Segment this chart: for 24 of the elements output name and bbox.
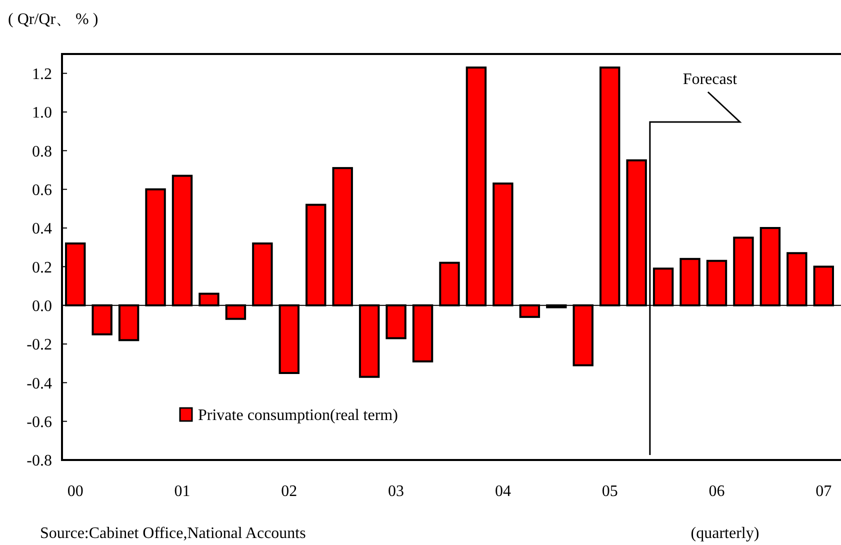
y-tick-label: 0.4 (32, 220, 52, 238)
x-tick-label: 02 (281, 483, 298, 500)
x-tick-label: 03 (388, 483, 404, 500)
annotation: Forecast (682, 71, 738, 88)
x-tick-label: 04 (494, 483, 511, 500)
x-tick-label: 00 (67, 483, 84, 500)
x-tick-label: 07 (816, 483, 832, 500)
y-tick-label: -0.4 (26, 375, 52, 392)
y-tick-label: 0.2 (32, 259, 52, 276)
x-tick-label: 01 (174, 483, 190, 500)
source-note: Source:Cabinet Office,National Accounts (40, 525, 306, 542)
y-tick-label: 0.8 (32, 143, 52, 160)
y-tick-label: 0.6 (32, 182, 52, 199)
y-tick-label: 1.2 (32, 66, 52, 83)
legend-label: Private consumption(real term) (198, 407, 398, 424)
y-tick-label: -0.6 (26, 414, 52, 431)
y-tick-label: 0.0 (32, 298, 52, 315)
x-tick-label: 06 (708, 483, 725, 500)
y-tick-label: -0.2 (26, 336, 52, 354)
x-tick-label: 05 (602, 483, 618, 500)
y-axis-title: ( Qr/Qr、 % ) (8, 11, 98, 28)
y-tick-label: -0.8 (26, 452, 52, 470)
y-tick-label: 1.0 (32, 104, 52, 122)
x-axis-title: (quarterly) (690, 525, 760, 542)
